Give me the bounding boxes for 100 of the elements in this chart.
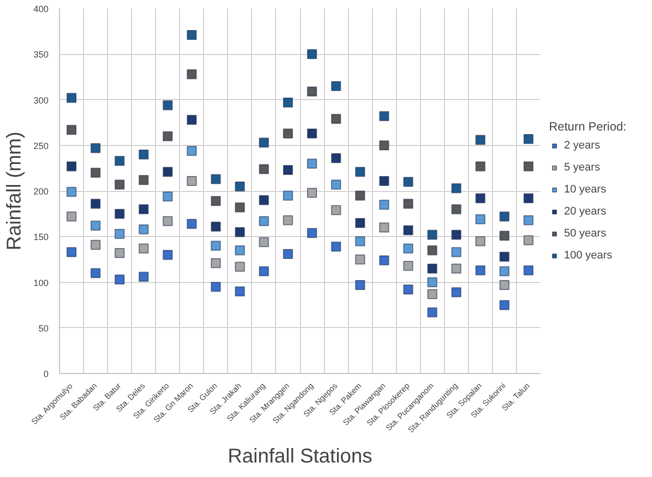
point bbox=[379, 200, 390, 210]
point bbox=[90, 240, 101, 250]
point bbox=[186, 146, 197, 156]
y-tick-label: 0 bbox=[43, 369, 49, 379]
point bbox=[379, 222, 390, 232]
point bbox=[403, 243, 414, 254]
point bbox=[210, 174, 221, 184]
point bbox=[475, 161, 486, 172]
point bbox=[114, 180, 125, 190]
point bbox=[523, 235, 534, 246]
point bbox=[138, 243, 149, 254]
point bbox=[282, 165, 293, 176]
point bbox=[307, 49, 318, 60]
point bbox=[66, 92, 77, 103]
legend-label: 100 years bbox=[564, 248, 612, 262]
legend-title: Return Period: bbox=[549, 119, 626, 133]
point bbox=[138, 150, 149, 160]
point bbox=[138, 272, 149, 282]
point bbox=[331, 114, 342, 124]
point bbox=[282, 190, 293, 201]
point bbox=[475, 214, 486, 224]
point bbox=[307, 128, 318, 139]
point bbox=[258, 164, 269, 174]
point bbox=[210, 196, 221, 206]
y-tick-label: 50 bbox=[38, 323, 49, 334]
legend-label: 50 years bbox=[564, 226, 606, 240]
point bbox=[90, 220, 101, 231]
point bbox=[186, 176, 197, 186]
point bbox=[403, 198, 414, 209]
point bbox=[282, 248, 293, 259]
point bbox=[427, 277, 438, 288]
point bbox=[138, 204, 149, 214]
point bbox=[331, 205, 342, 216]
point bbox=[451, 204, 462, 214]
point bbox=[475, 134, 486, 145]
point bbox=[451, 264, 462, 274]
point bbox=[210, 222, 221, 232]
point bbox=[66, 247, 77, 258]
point bbox=[90, 198, 101, 209]
point bbox=[282, 215, 293, 226]
point bbox=[234, 262, 245, 272]
point bbox=[451, 247, 462, 258]
point bbox=[499, 230, 510, 241]
point bbox=[138, 175, 149, 186]
point bbox=[475, 193, 486, 204]
point bbox=[234, 286, 245, 296]
point bbox=[331, 180, 342, 190]
point bbox=[138, 224, 149, 234]
point bbox=[66, 212, 77, 222]
point bbox=[66, 124, 77, 135]
point bbox=[307, 228, 318, 238]
point bbox=[114, 208, 125, 219]
point bbox=[379, 176, 390, 186]
point bbox=[379, 140, 390, 150]
point bbox=[66, 186, 77, 197]
point bbox=[427, 245, 438, 256]
point bbox=[186, 30, 197, 40]
point bbox=[90, 143, 101, 154]
point bbox=[379, 255, 390, 266]
y-tick-label: 300 bbox=[33, 95, 49, 106]
point bbox=[403, 225, 414, 236]
point bbox=[234, 227, 245, 238]
point bbox=[331, 153, 342, 164]
point bbox=[523, 134, 534, 144]
point bbox=[427, 289, 438, 300]
point bbox=[451, 183, 462, 194]
point bbox=[114, 228, 125, 239]
point bbox=[499, 212, 510, 222]
point bbox=[523, 215, 534, 226]
point bbox=[162, 191, 173, 202]
point bbox=[499, 280, 510, 290]
x-axis-title: Rainfall Stations bbox=[228, 446, 372, 468]
point bbox=[114, 248, 125, 258]
point bbox=[186, 218, 197, 229]
point bbox=[355, 218, 366, 228]
point bbox=[427, 264, 438, 274]
point bbox=[210, 258, 221, 268]
point bbox=[258, 266, 269, 276]
legend-label: 20 years bbox=[564, 204, 606, 218]
point bbox=[475, 265, 486, 276]
point bbox=[403, 284, 414, 295]
point bbox=[90, 268, 101, 278]
point bbox=[90, 168, 101, 178]
legend-label: 10 years bbox=[564, 182, 606, 196]
point bbox=[186, 114, 197, 125]
point bbox=[114, 156, 125, 166]
point bbox=[355, 280, 366, 290]
point bbox=[162, 166, 173, 177]
point bbox=[475, 236, 486, 246]
point bbox=[523, 193, 534, 204]
point bbox=[427, 307, 438, 318]
point bbox=[234, 245, 245, 256]
point bbox=[355, 236, 366, 246]
point bbox=[162, 100, 173, 110]
legend-label: 2 years bbox=[564, 138, 600, 152]
point bbox=[210, 240, 221, 251]
point bbox=[451, 230, 462, 240]
point bbox=[355, 166, 366, 177]
y-axis-title: Rainfall (mm) bbox=[3, 132, 26, 250]
point bbox=[355, 254, 366, 264]
